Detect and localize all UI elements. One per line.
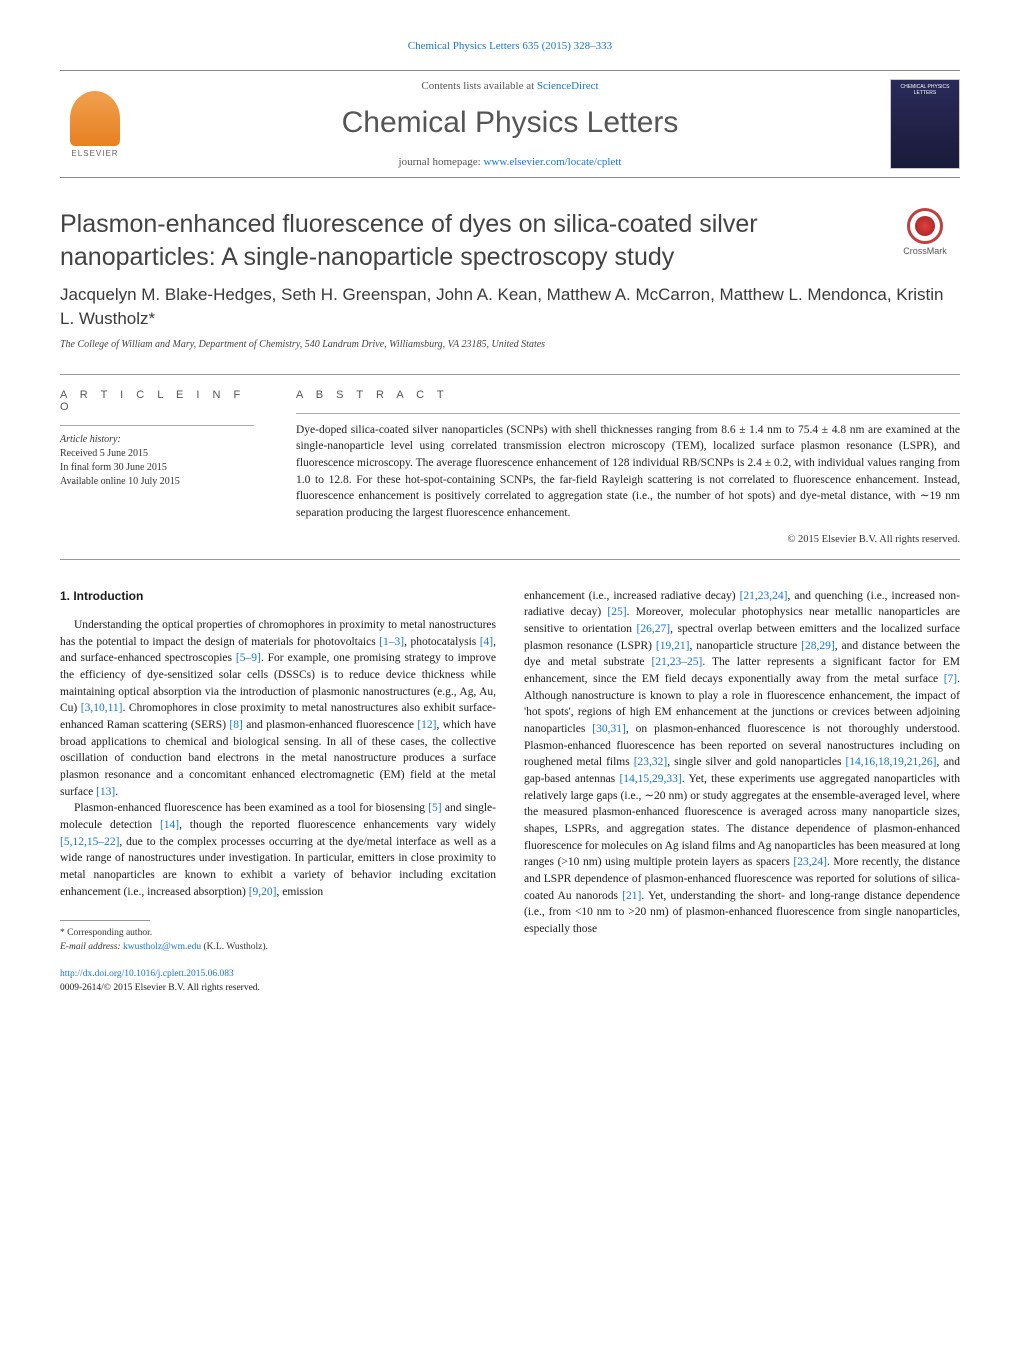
cite-12[interactable]: [12] — [417, 719, 436, 731]
abstract-block: A B S T R A C T Dye-doped silica-coated … — [280, 375, 960, 559]
section-1-heading: 1. Introduction — [60, 588, 496, 605]
cite-23-24[interactable]: [23,24] — [793, 856, 827, 868]
corresponding-email-link[interactable]: kwustholz@wm.edu — [123, 942, 201, 952]
footnote-separator — [60, 920, 150, 921]
affiliation: The College of William and Mary, Departm… — [60, 339, 960, 350]
abstract-label: A B S T R A C T — [296, 389, 960, 401]
contents-available: Contents lists available at ScienceDirec… — [150, 80, 870, 92]
email-line: E-mail address: kwustholz@wm.edu (K.L. W… — [60, 941, 496, 954]
cite-4[interactable]: [4] — [480, 636, 493, 648]
journal-homepage: journal homepage: www.elsevier.com/locat… — [150, 156, 870, 168]
cite-21b[interactable]: [21] — [622, 890, 641, 902]
journal-title: Chemical Physics Letters — [150, 106, 870, 140]
history-online: Available online 10 July 2015 — [60, 475, 264, 489]
cover-label: CHEMICAL PHYSICS LETTERS — [891, 80, 959, 96]
cite-23-32[interactable]: [23,32] — [634, 756, 668, 768]
journal-cover-thumbnail[interactable]: CHEMICAL PHYSICS LETTERS — [890, 79, 960, 169]
cite-21-23-25[interactable]: [21,23–25] — [652, 656, 703, 668]
issn-copyright: 0009-2614/© 2015 Elsevier B.V. All right… — [60, 983, 260, 993]
cite-5[interactable]: [5] — [428, 802, 441, 814]
sciencedirect-link[interactable]: ScienceDirect — [537, 80, 599, 92]
article-title: Plasmon-enhanced fluorescence of dyes on… — [60, 208, 870, 273]
elsevier-logo[interactable]: ELSEVIER — [60, 84, 130, 164]
cite-8[interactable]: [8] — [229, 719, 242, 731]
cite-13[interactable]: [13] — [96, 786, 115, 798]
para-1: Understanding the optical properties of … — [60, 617, 496, 800]
crossmark-icon — [907, 208, 943, 244]
journal-header: ELSEVIER Contents lists available at Sci… — [60, 70, 960, 178]
elsevier-label: ELSEVIER — [71, 149, 118, 158]
cite-3-10-11[interactable]: [3,10,11] — [81, 702, 123, 714]
abstract-text: Dye-doped silica-coated silver nanoparti… — [296, 422, 960, 522]
email-label: E-mail address: — [60, 942, 123, 952]
history-final: In final form 30 June 2015 — [60, 461, 264, 475]
cite-14[interactable]: [14] — [160, 819, 179, 831]
history-received: Received 5 June 2015 — [60, 447, 264, 461]
column-left: 1. Introduction Understanding the optica… — [60, 588, 496, 996]
para-3: enhancement (i.e., increased radiative d… — [524, 588, 960, 938]
article-info-block: A R T I C L E I N F O Article history: R… — [60, 375, 280, 559]
homepage-link[interactable]: www.elsevier.com/locate/cplett — [483, 156, 621, 168]
cite-21-23-24[interactable]: [21,23,24] — [740, 590, 788, 602]
corresponding-author-note: * Corresponding author. — [60, 927, 496, 940]
cite-14-15-29-33[interactable]: [14,15,29,33] — [619, 773, 681, 785]
authors: Jacquelyn M. Blake-Hedges, Seth H. Green… — [60, 283, 960, 331]
journal-citation[interactable]: Chemical Physics Letters 635 (2015) 328–… — [60, 40, 960, 52]
cite-14-16-18-19-21-26[interactable]: [14,16,18,19,21,26] — [845, 756, 936, 768]
cite-9-20[interactable]: [9,20] — [249, 886, 277, 898]
cite-5-9[interactable]: [5–9] — [236, 652, 261, 664]
body-columns: 1. Introduction Understanding the optica… — [60, 588, 960, 996]
contents-prefix: Contents lists available at — [421, 80, 536, 92]
cite-5-12-15-22[interactable]: [5,12,15–22] — [60, 836, 119, 848]
cite-19-21[interactable]: [19,21] — [656, 640, 690, 652]
homepage-prefix: journal homepage: — [399, 156, 484, 168]
cite-7[interactable]: [7] — [944, 673, 957, 685]
cite-30-31[interactable]: [30,31] — [592, 723, 626, 735]
doi-link[interactable]: http://dx.doi.org/10.1016/j.cplett.2015.… — [60, 969, 234, 979]
crossmark-label: CrossMark — [890, 246, 960, 256]
abstract-copyright: © 2015 Elsevier B.V. All rights reserved… — [296, 534, 960, 545]
column-right: enhancement (i.e., increased radiative d… — [524, 588, 960, 996]
article-info-label: A R T I C L E I N F O — [60, 389, 264, 413]
cite-25[interactable]: [25] — [607, 606, 626, 618]
crossmark-badge[interactable]: CrossMark — [890, 208, 960, 256]
history-heading: Article history: — [60, 434, 264, 445]
header-center: Contents lists available at ScienceDirec… — [130, 80, 890, 168]
para-2: Plasmon-enhanced fluorescence has been e… — [60, 800, 496, 900]
email-suffix: (K.L. Wustholz). — [201, 942, 268, 952]
cite-28-29[interactable]: [28,29] — [801, 640, 835, 652]
cite-26-27[interactable]: [26,27] — [637, 623, 671, 635]
cite-1-3[interactable]: [1–3] — [379, 636, 404, 648]
elsevier-tree-icon — [70, 91, 120, 146]
